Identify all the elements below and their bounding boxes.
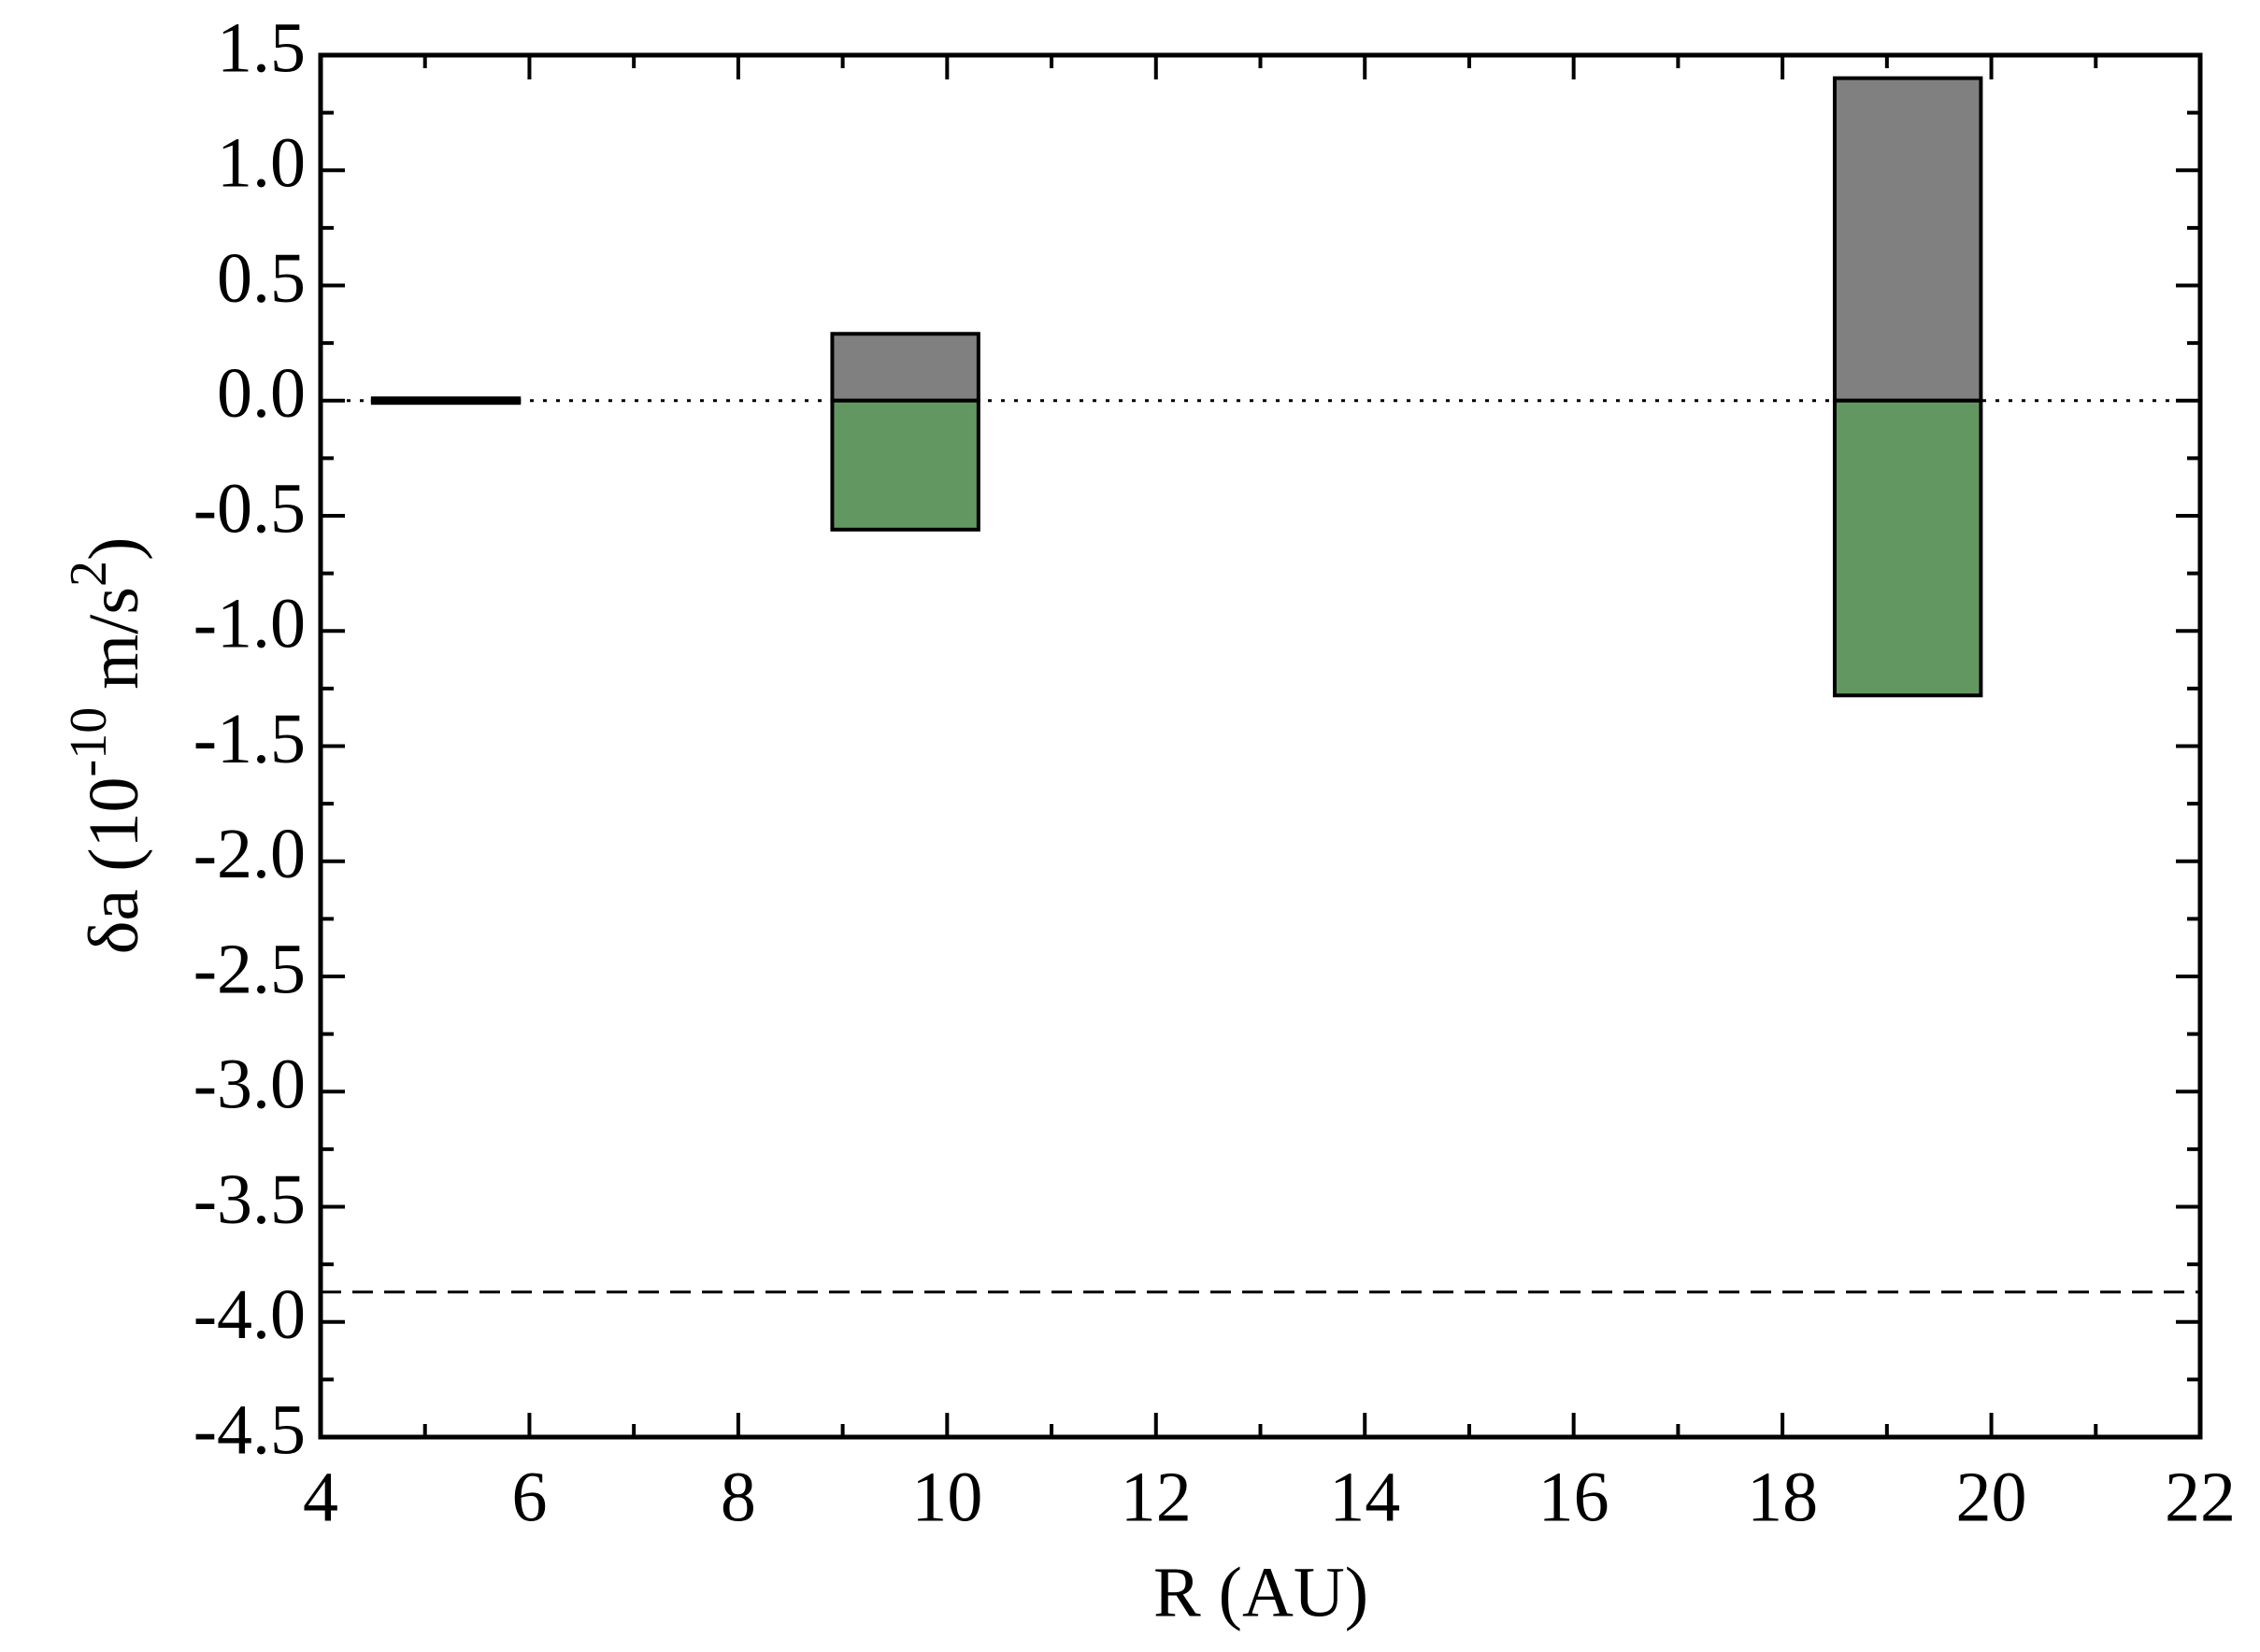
bar <box>370 398 522 406</box>
bar <box>830 398 980 532</box>
x-tick-label: 8 <box>721 1458 756 1536</box>
x-tick-label: 16 <box>1538 1458 1609 1536</box>
y-tick-label: -1.5 <box>193 700 306 778</box>
x-tick-label: 14 <box>1329 1458 1400 1536</box>
y-tick-label: 1.5 <box>217 8 306 87</box>
y-tick-label: -3.0 <box>193 1046 306 1124</box>
x-tick-label: 12 <box>1121 1458 1192 1536</box>
y-tick-label: -4.0 <box>193 1275 306 1354</box>
y-tick-label: -3.5 <box>193 1161 306 1239</box>
x-axis-label: R (AU) <box>1153 1553 1368 1631</box>
x-tick-label: 6 <box>511 1458 547 1536</box>
x-tick-label: 18 <box>1747 1458 1818 1536</box>
bar <box>1832 398 1983 698</box>
y-axis-label: δa (10-10 m/s2) <box>60 537 154 955</box>
bar <box>1832 76 1983 403</box>
y-tick-label: -0.5 <box>193 469 306 548</box>
x-tick-label: 20 <box>1956 1458 2027 1536</box>
x-tick-label: 22 <box>2165 1458 2236 1536</box>
y-tick-label: -1.0 <box>193 585 306 663</box>
y-tick-label: -2.0 <box>193 815 306 893</box>
y-tick-label: -2.5 <box>193 930 306 1008</box>
y-tick-label: -4.5 <box>193 1390 306 1469</box>
x-tick-label: 4 <box>303 1458 338 1536</box>
y-tick-label: 0.0 <box>217 354 306 433</box>
bar <box>830 332 980 403</box>
x-tick-label: 10 <box>911 1458 982 1536</box>
y-tick-label: 1.0 <box>217 124 306 203</box>
y-tick-label: 0.5 <box>217 239 306 318</box>
